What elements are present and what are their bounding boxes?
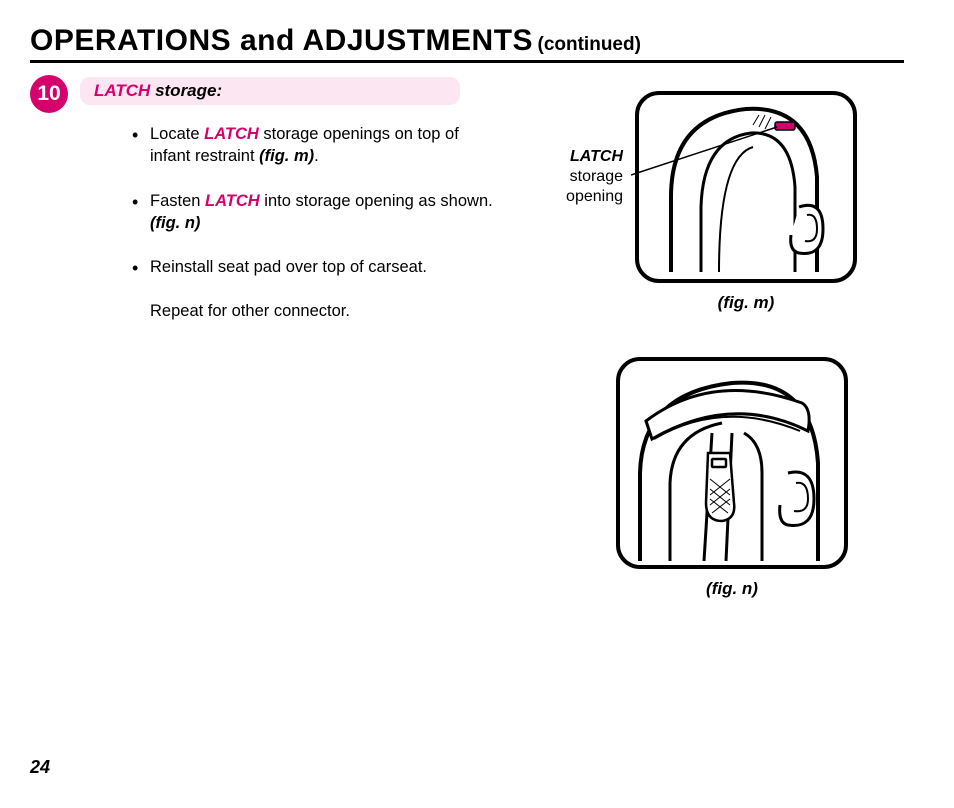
figure-m-illustration [631,87,861,287]
subheading-latch: LATCH [94,81,150,100]
callout-latch: LATCH [570,148,623,165]
figure-n-caption: (fig. n) [706,579,758,599]
title-continued: (continued) [538,34,641,55]
instruction-item: Repeat for other connector. [130,300,500,322]
section-subheading: LATCH storage: [80,77,460,105]
page-number: 24 [30,757,50,778]
callout-storage: storage [570,168,623,185]
figures-column: LATCH storage opening [500,87,904,599]
step-number-badge: 10 [30,75,68,113]
subheading-rest: storage: [150,81,222,100]
instructions-column: 10 LATCH storage: Locate LATCH storage o… [30,77,500,345]
instruction-item: Fasten LATCH into storage opening as sho… [130,190,500,235]
step-number: 10 [37,82,60,106]
figure-m-caption: (fig. m) [718,293,775,313]
figure-m-block: LATCH storage opening [543,87,861,313]
instruction-list: Locate LATCH storage openings on top of … [90,123,500,323]
figure-n-block: (fig. n) [612,353,852,599]
callout-opening: opening [566,188,623,205]
figure-m-callout: LATCH storage opening [543,147,623,207]
figure-n-illustration [612,353,852,573]
page-title-row: OPERATIONS and ADJUSTMENTS (continued) [30,24,904,63]
latch-opening-marker [775,122,795,130]
instruction-item: Reinstall seat pad over top of carseat. [130,256,500,278]
title-main: OPERATIONS and ADJUSTMENTS [30,24,533,57]
instruction-item: Locate LATCH storage openings on top of … [130,123,500,168]
